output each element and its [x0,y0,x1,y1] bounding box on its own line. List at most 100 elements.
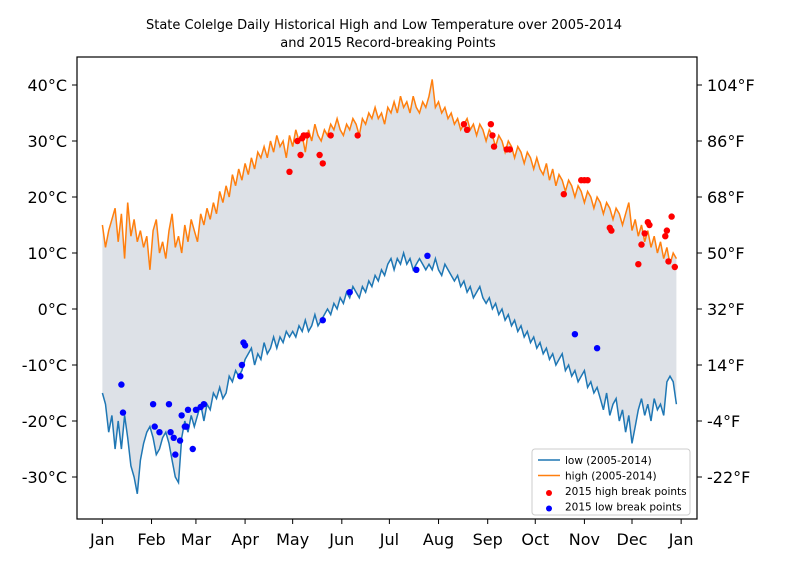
left-y-tick-label: -10°C [22,356,67,375]
high-low-band [102,79,677,494]
break-point [584,177,591,184]
right-y-tick-label: 32°F [707,300,745,319]
break-point [327,132,334,139]
left-y-tick-label: 0°C [38,300,67,319]
break-point [490,143,498,150]
low-series-line [101,250,678,494]
break-point [156,429,163,436]
x-tick-label: Jan [89,530,115,549]
break-point [571,331,579,338]
break-point [638,241,645,248]
break-point [489,132,496,139]
low-break-points [118,252,601,458]
break-point [297,151,304,159]
x-tick-label: May [276,530,309,549]
legend-label: low (2005-2014) [565,455,652,467]
break-point [189,445,196,453]
break-point [608,227,615,234]
high-series-line [101,79,678,270]
break-point [170,434,177,441]
high-break-points [286,121,679,271]
x-tick-label: Apr [231,530,259,549]
break-point [560,191,568,198]
left-y-tick-label: -20°C [22,412,67,431]
break-point [646,221,653,229]
break-point [118,381,125,388]
break-point [671,263,679,271]
left-y-tick-label: 40°C [27,76,67,95]
x-tick-label: Jul [379,530,399,549]
break-point [319,160,326,167]
break-point [286,168,293,175]
break-point [176,437,184,444]
break-point [151,423,158,430]
break-point [424,252,431,259]
right-y-tick-label: -22°F [707,468,750,487]
break-point [316,151,323,159]
x-tick-label: Nov [569,530,600,549]
break-point [635,261,642,268]
x-tick-label: Mar [181,530,212,549]
right-y-tick-label: 50°F [707,244,745,263]
break-point [346,289,353,296]
chart-title-line2: and 2015 Record-breaking Points [280,36,496,51]
break-point [172,451,179,458]
break-point [238,361,246,369]
break-point [319,317,326,324]
x-tick-label: Aug [423,530,454,549]
right-y-axis: 104°F 86°F 68°F 50°F 32°F 14°F -4°F -22°F [697,76,755,487]
break-point [662,233,669,240]
legend-label: 2015 low break points [565,502,682,514]
left-y-tick-label: -30°C [22,468,67,487]
break-point [119,409,127,416]
left-y-tick-label: 30°C [27,132,67,151]
break-point [593,345,601,352]
break-point [184,406,192,413]
right-y-tick-label: -4°F [707,412,740,431]
left-y-axis: 40°C 30°C 20°C 10°C 0°C -10°C -20°C -30°C [22,76,77,487]
x-tick-label: Sep [473,530,503,549]
plot-area [101,79,679,494]
x-tick-label: Oct [521,530,549,549]
x-tick-label: Jun [328,530,354,549]
legend: low (2005-2014) high (2005-2014) 2015 high… [531,448,691,516]
right-y-tick-label: 86°F [707,132,745,151]
x-tick-label: Dec [617,530,648,549]
break-point [303,132,311,139]
legend-label: high (2005-2014) [565,471,657,483]
break-point [665,258,672,265]
break-point [294,137,301,145]
x-tick-label: Feb [137,530,165,549]
right-y-tick-label: 104°F [707,76,755,95]
break-point [354,132,361,139]
legend-box [531,448,691,516]
chart-title-line1: State Colelge Daily Historical High and … [146,18,622,33]
legend-dot-swatch [546,505,552,512]
plot-frame [76,56,698,520]
x-axis: Jan Feb Mar Apr May Jun Jul Aug Sep Oct Nov Dec Jan [89,519,693,549]
break-point [192,406,200,413]
right-y-tick-label: 14°F [707,356,745,375]
right-y-tick-label: 68°F [707,188,745,207]
break-point [641,230,648,237]
left-y-tick-label: 20°C [27,188,67,207]
break-point [460,121,468,128]
break-point [167,429,174,436]
break-point [413,266,420,273]
break-point [463,126,471,133]
break-point [241,342,249,349]
break-point [237,373,244,380]
break-point [178,412,185,419]
break-point [487,121,495,128]
left-y-tick-label: 10°C [27,244,67,263]
break-point [165,401,173,408]
break-point [149,401,157,408]
x-tick-label: Jan [668,530,694,549]
break-point [668,213,675,220]
legend-label: 2015 high break points [565,486,687,498]
break-point [663,227,671,234]
break-point [183,423,190,430]
break-point [506,146,514,153]
legend-dot-swatch [546,490,552,496]
